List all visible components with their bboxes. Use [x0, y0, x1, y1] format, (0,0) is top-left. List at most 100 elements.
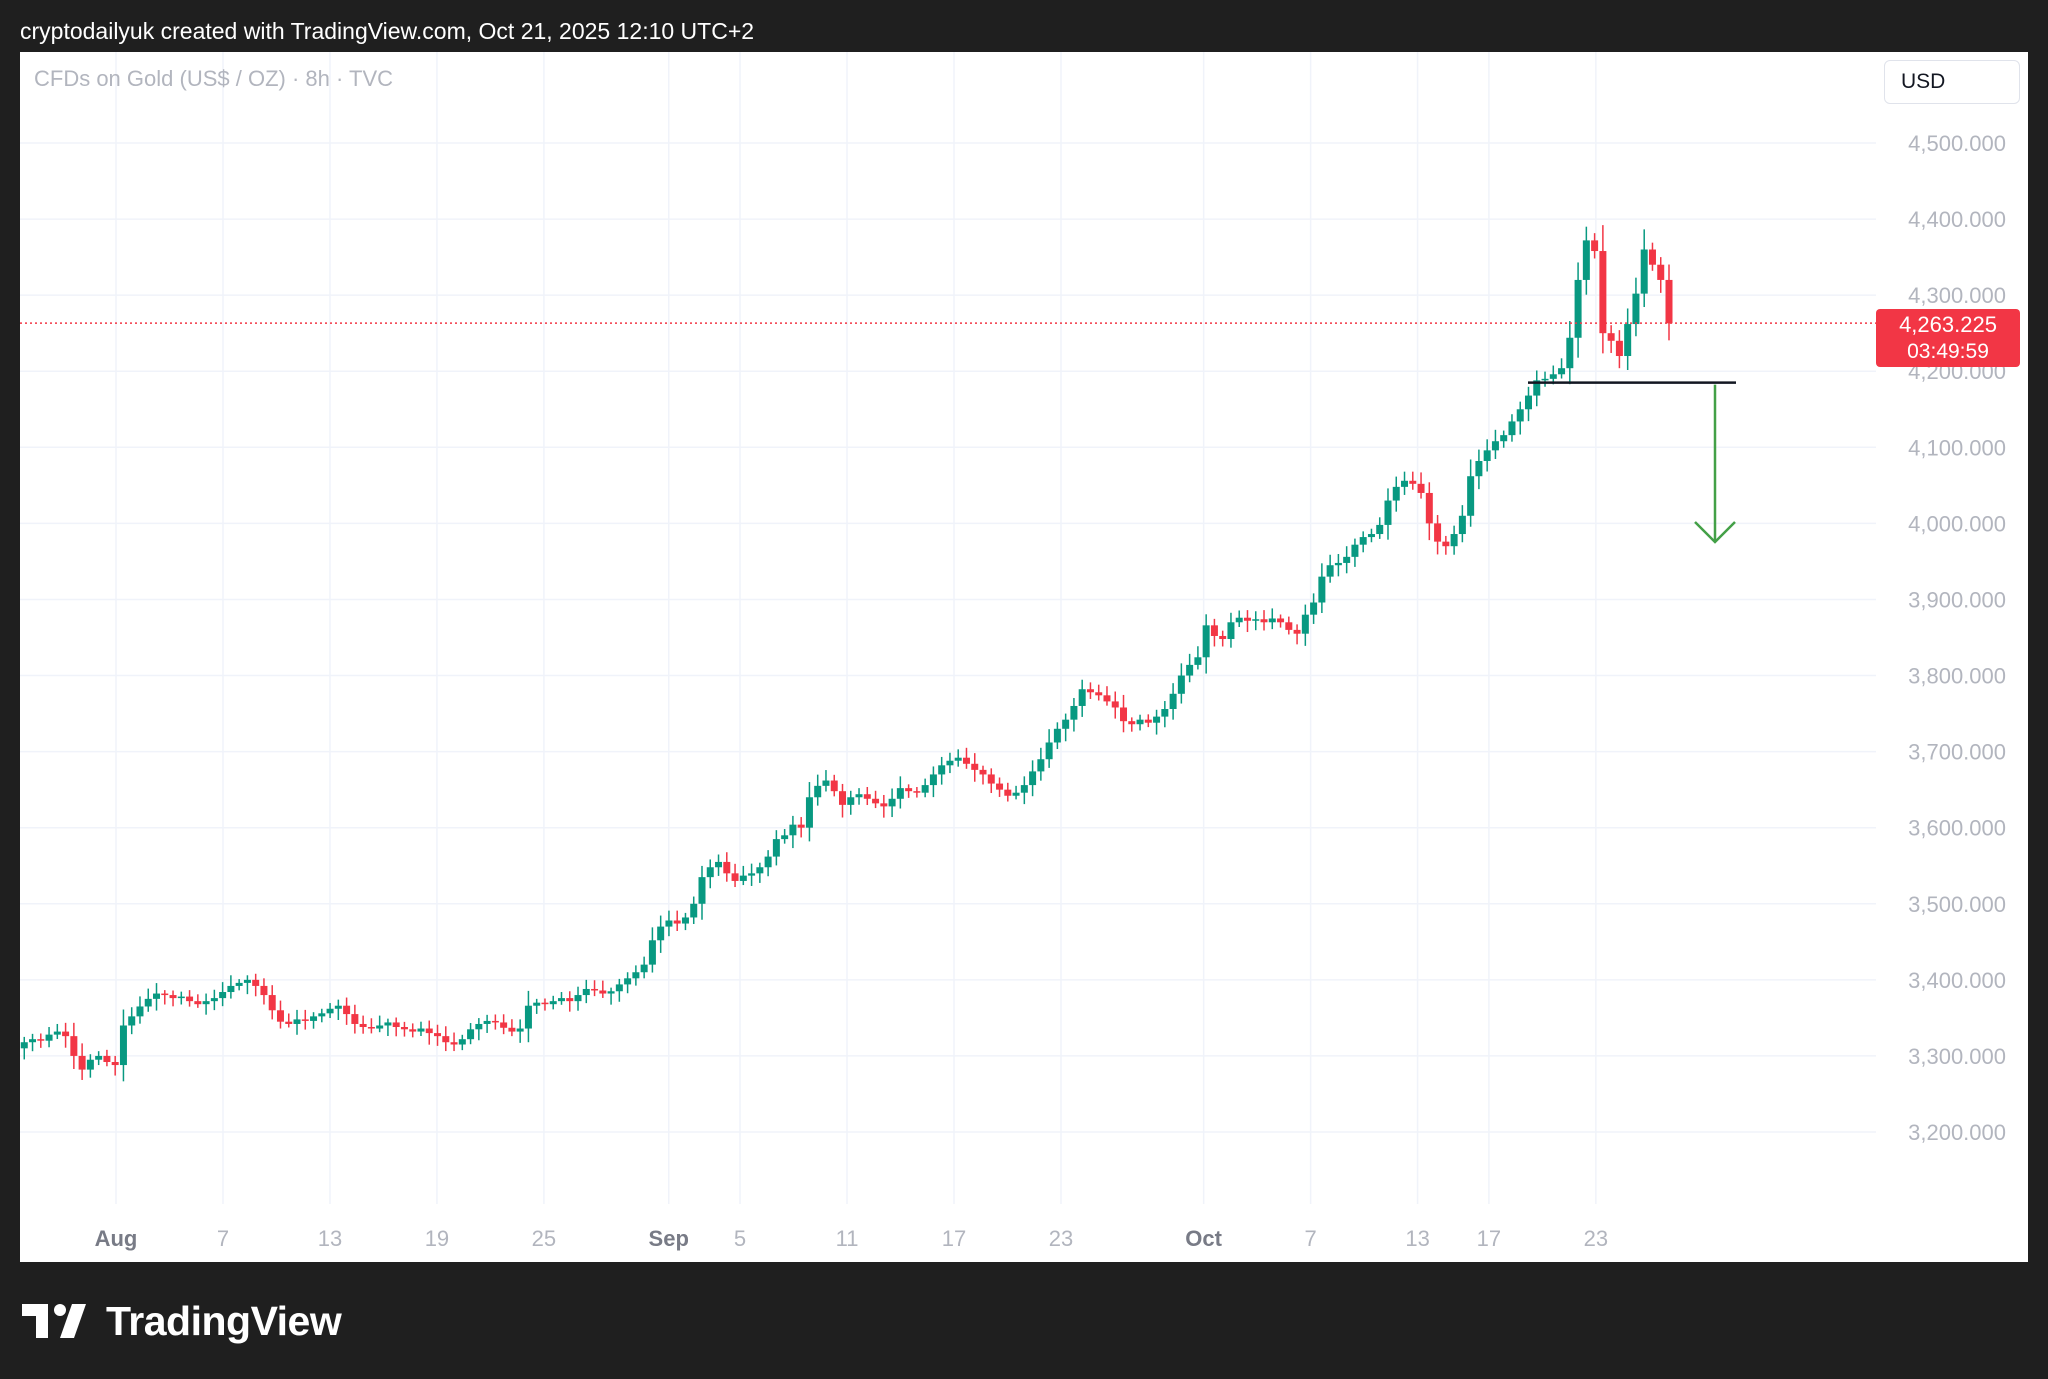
candle	[1417, 472, 1425, 499]
candle-body	[574, 995, 582, 1002]
candle	[1599, 225, 1607, 354]
candle	[202, 993, 210, 1015]
candle	[1343, 546, 1351, 574]
candle-body	[1177, 675, 1185, 694]
candlestick-chart[interactable]: 4,500.0004,400.0004,300.0004,200.0004,10…	[20, 52, 2028, 1262]
candle-body	[434, 1033, 442, 1037]
x-tick-label: 13	[318, 1226, 342, 1251]
candle-body	[880, 803, 888, 807]
candle	[177, 991, 185, 1005]
candle-body	[921, 785, 929, 793]
symbol-info-legend[interactable]: CFDs on Gold (US$ / OZ) · 8h · TVC	[34, 66, 394, 91]
candle-body	[400, 1027, 408, 1030]
candle	[855, 788, 863, 805]
candle-body	[475, 1023, 483, 1030]
y-tick-label: 3,400.000	[1908, 968, 2006, 993]
candle	[954, 749, 962, 767]
candle-body	[186, 996, 194, 1002]
candle	[896, 776, 904, 809]
candle	[640, 956, 648, 979]
axes: 4,500.0004,400.0004,300.0004,200.0004,10…	[95, 131, 2006, 1251]
candle	[913, 786, 921, 798]
candle-body	[797, 824, 805, 828]
candle	[1161, 701, 1169, 728]
candle	[1293, 624, 1301, 645]
candle-body	[739, 875, 747, 881]
candle-body	[1483, 450, 1491, 462]
candle-body	[491, 1020, 499, 1023]
candle-body	[310, 1016, 318, 1021]
currency-selector[interactable]: USD	[1884, 60, 2020, 104]
candle	[1657, 257, 1665, 293]
candle-body	[954, 757, 962, 761]
candle	[1442, 535, 1450, 555]
candle-body	[822, 780, 830, 786]
candle	[1491, 429, 1499, 460]
candle	[285, 1013, 293, 1028]
candle-body	[657, 926, 665, 941]
candles-series	[20, 225, 1673, 1082]
candle	[78, 1043, 86, 1080]
candle	[95, 1051, 103, 1066]
candle	[1070, 697, 1078, 732]
candle	[1144, 714, 1152, 728]
candle-body	[723, 861, 731, 874]
candle-body	[607, 991, 615, 994]
candle-body	[318, 1013, 326, 1017]
candle	[781, 829, 789, 844]
candle-body	[789, 824, 797, 836]
candle	[219, 982, 227, 1007]
candle	[574, 986, 582, 1011]
candle	[37, 1033, 45, 1048]
candle-body	[210, 998, 218, 1002]
candle-body	[1549, 374, 1557, 379]
candle-body	[136, 1006, 144, 1017]
x-tick-label: 17	[1477, 1226, 1501, 1251]
candle-body	[1103, 695, 1111, 702]
candle-body	[367, 1027, 375, 1029]
candle-body	[1343, 556, 1351, 563]
candle-body	[1161, 709, 1169, 717]
candle	[1648, 242, 1656, 271]
candle	[153, 983, 161, 1011]
candle-body	[1615, 340, 1623, 357]
candle	[863, 786, 871, 806]
chart-panel[interactable]: 4,500.000 4,400.000 4,300.000 4,200.000 4,10…	[20, 52, 2028, 1262]
candle-body	[938, 765, 946, 775]
candle	[1533, 370, 1541, 407]
candle	[1285, 616, 1293, 635]
candle-body	[20, 1042, 28, 1049]
candle	[921, 778, 929, 798]
candle-body	[128, 1016, 136, 1026]
candle-body	[681, 917, 689, 924]
candle	[516, 1019, 524, 1043]
x-tick-label: 23	[1049, 1226, 1073, 1251]
x-tick-label: 17	[942, 1226, 966, 1251]
candle	[1425, 482, 1433, 541]
candle	[103, 1049, 111, 1067]
candle-body	[557, 998, 565, 1002]
candle-body	[1268, 618, 1276, 623]
candle	[194, 994, 202, 1008]
candle	[929, 766, 937, 798]
candle-body	[1591, 240, 1599, 252]
candle-body	[1491, 441, 1499, 451]
candle	[1235, 610, 1243, 628]
candle	[442, 1026, 450, 1052]
candle-body	[508, 1027, 516, 1032]
candle-body	[1359, 537, 1367, 545]
candle-body	[872, 798, 880, 804]
candle-body	[706, 867, 714, 878]
y-tick-label: 3,600.000	[1908, 816, 2006, 841]
tradingview-branding: TradingView	[22, 1296, 342, 1346]
y-tick-label: 4,400.000	[1908, 207, 2006, 232]
candle-body	[1293, 629, 1301, 634]
candle-body	[715, 861, 723, 868]
candle	[1169, 683, 1177, 720]
candle	[591, 980, 599, 997]
candle	[1434, 515, 1442, 555]
y-tick-label: 4,500.000	[1908, 131, 2006, 156]
candle-body	[1607, 333, 1615, 341]
y-tick-label: 3,800.000	[1908, 664, 2006, 689]
candle-body	[467, 1029, 475, 1040]
